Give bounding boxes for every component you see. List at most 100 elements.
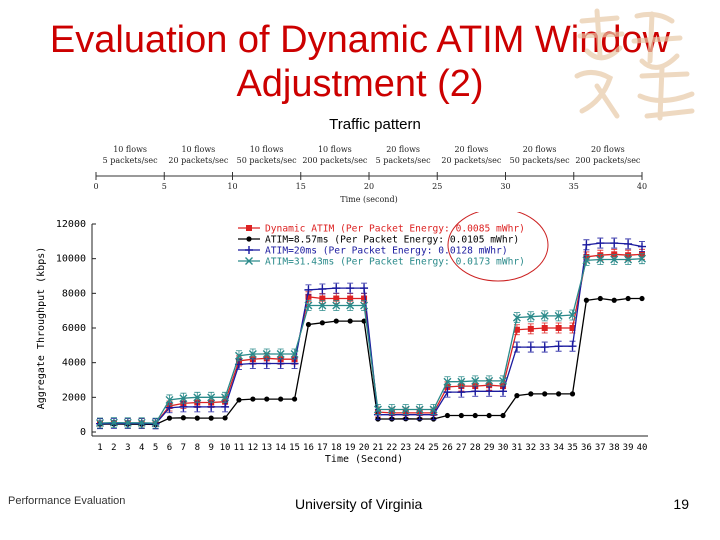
data-point [193,393,202,402]
legend-label: ATIM=31.43ms (Per Packet Energy: 0.0173 … [265,257,525,268]
data-point [264,396,270,402]
data-point [526,312,535,321]
x-tick-label: 14 [275,443,286,453]
data-point [526,343,535,352]
data-point [304,301,313,310]
x-tick-label: 34 [553,443,564,453]
data-point [458,412,464,419]
x-tick-label: 16 [303,443,314,453]
x-tick-label: 23 [400,443,411,453]
segment-rate-label: 50 packets/sec [510,156,571,165]
data-point [429,405,438,414]
x-tick-label: 9 [208,443,213,453]
x-tick-label: 38 [609,443,620,453]
data-point [443,388,452,397]
data-point [245,246,253,254]
data-point [333,295,340,302]
data-point [360,284,369,293]
timeline-axis-title: Time (second) [340,195,397,204]
x-tick-label: 33 [539,443,550,453]
footer-institution: University of Virginia [295,496,423,512]
x-tick-label: 31 [512,443,523,453]
x-tick-label: 18 [331,443,342,453]
data-point [568,342,577,351]
data-point [207,402,216,411]
data-point [541,325,548,331]
timeline-tick-label: 40 [637,182,647,191]
data-point [318,301,327,310]
x-tick-label: 7 [181,443,186,453]
series-1 [97,248,645,430]
y-axis-title: Aggregate Throughput (kbps) [36,247,47,410]
data-point [290,350,299,358]
segment-rate-label: 20 packets/sec [441,156,502,165]
timeline-tick-label: 15 [296,182,306,191]
data-point [246,236,252,242]
data-point [165,395,174,404]
data-point [96,418,104,427]
data-point [540,311,549,320]
x-tick-label: 20 [359,443,370,453]
x-tick-label: 35 [567,443,578,453]
data-point [610,239,619,248]
data-point [276,350,285,358]
data-point [415,405,424,414]
data-point [540,343,549,352]
x-axis-title: Time (Second) [325,454,403,465]
calligraphy-watermark [574,8,695,121]
data-point [528,391,534,397]
series-line [99,297,642,426]
x-tick-label: 2 [111,443,116,453]
segment-flows-label: 10 flows [113,145,147,154]
data-point [401,405,410,414]
data-point [638,242,646,251]
data-point [500,412,506,419]
timeline-tick-label: 20 [364,182,374,191]
data-point [554,311,563,320]
data-point [221,393,230,402]
data-point [304,285,313,294]
y-tick-label: 6000 [62,323,86,334]
x-tick-label: 32 [525,443,536,453]
segment-rate-label: 50 packets/sec [237,156,298,165]
x-tick-label: 19 [345,443,356,453]
traffic-pattern-label: Traffic pattern [329,116,421,133]
data-point [245,257,253,265]
data-point [347,318,353,324]
data-point [123,418,132,427]
data-point [597,295,603,302]
data-point [472,412,478,419]
series-line [99,242,643,425]
title-line-2: Adjustment (2) [236,63,484,105]
legend-marker [246,225,252,231]
data-point [639,295,645,302]
data-point [610,255,619,264]
data-point [583,297,590,303]
x-tick-label: 13 [261,443,272,453]
data-point [250,396,256,402]
x-tick-label: 1 [97,443,102,453]
data-point [278,396,284,402]
data-point [556,391,562,397]
data-point [527,325,534,332]
data-point [611,297,617,303]
x-tick-label: 4 [139,443,144,453]
footer-section-label: Performance Evaluation [8,495,126,507]
data-point [246,225,252,231]
timeline-tick-label: 5 [162,182,167,191]
x-tick-label: 25 [428,443,439,453]
data-point [194,415,200,421]
legend-marker [245,257,253,265]
x-tick-label: 6 [167,443,172,453]
y-tick-label: 8000 [62,288,86,299]
traffic-pattern-timeline: 0 5 10 15 20 25 30 35 40 10 flows 5 packets/sec 10 … [93,145,647,204]
data-point [248,359,257,368]
data-point [542,391,548,397]
data-point [457,377,466,386]
y-tick-label: 4000 [62,358,86,369]
x-tick-label: 30 [498,443,509,453]
y-tick-label: 0 [80,427,86,438]
x-tick-label: 26 [442,443,453,453]
data-point [332,301,341,310]
